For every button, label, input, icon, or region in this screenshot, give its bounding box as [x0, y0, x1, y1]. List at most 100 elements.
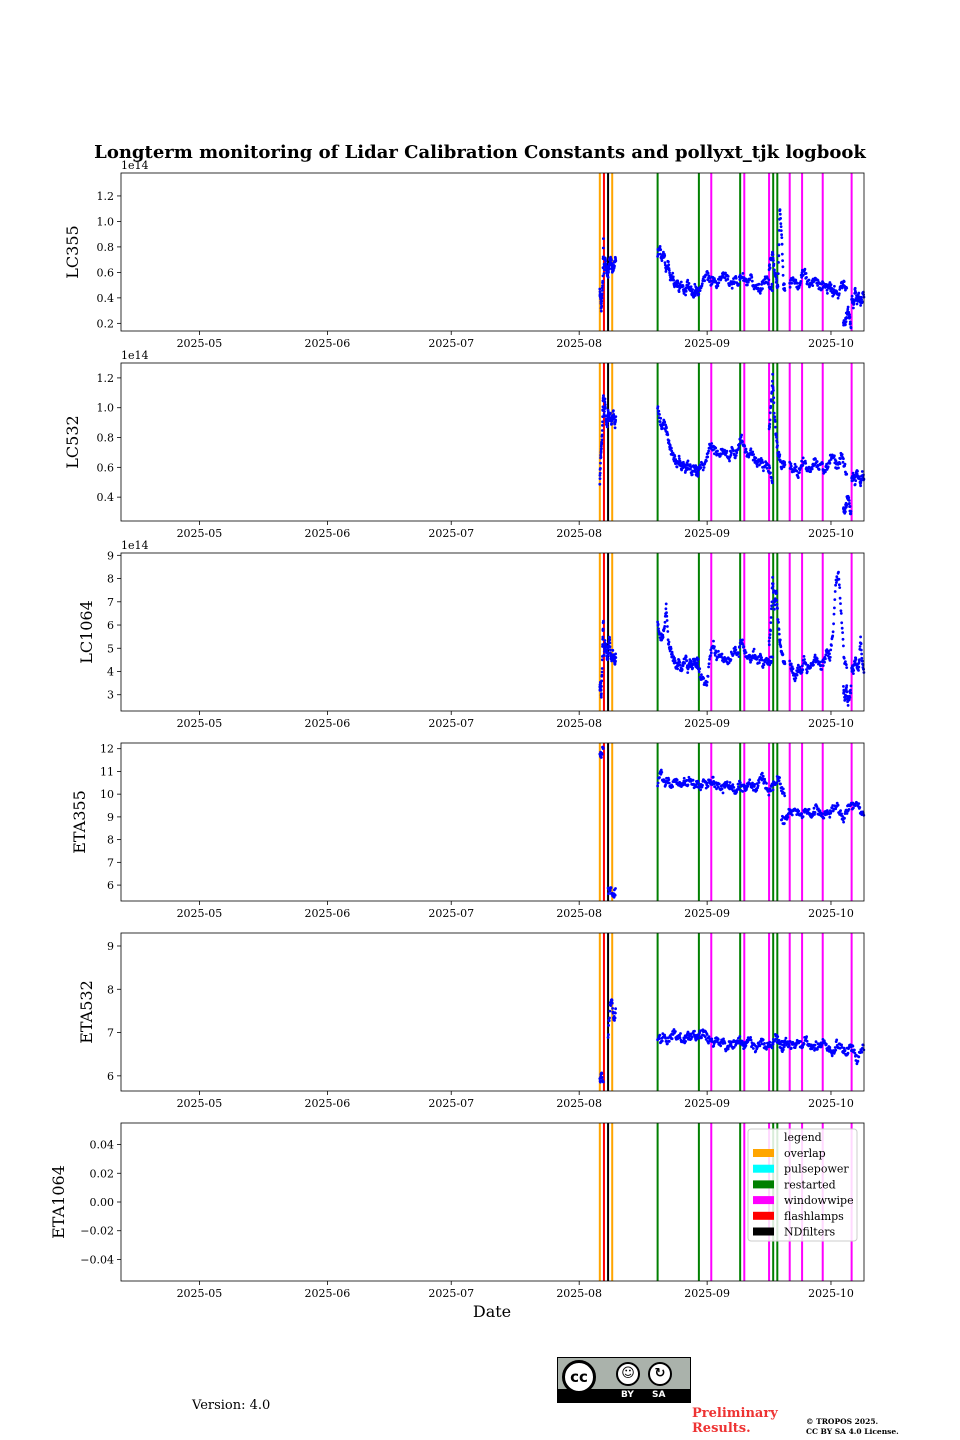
data-point	[834, 1048, 838, 1052]
data-point	[743, 649, 747, 652]
data-point	[738, 1035, 742, 1038]
data-point	[735, 790, 738, 794]
y-axis-label: LC532	[63, 415, 82, 468]
y-tick-label: 1.2	[97, 190, 115, 203]
data-point	[614, 259, 618, 263]
data-point	[686, 1030, 690, 1034]
data-point	[768, 1040, 772, 1044]
data-point	[774, 272, 778, 275]
data-point	[741, 790, 744, 793]
data-point	[762, 469, 765, 473]
data-point	[656, 255, 659, 258]
data-point	[797, 286, 801, 289]
data-point	[840, 626, 844, 630]
data-point	[773, 607, 776, 611]
data-point	[777, 620, 780, 624]
y-offset-label: 1e14	[121, 349, 149, 362]
data-point	[780, 252, 784, 256]
data-point	[837, 292, 841, 295]
data-point	[599, 695, 603, 699]
data-point	[698, 463, 702, 467]
data-point	[662, 423, 665, 426]
panel-lc1064: 3 4 5 6 7 8 9 2025-05 2025-06 2025-07 2025-08 2025-…	[77, 539, 866, 730]
data-point	[841, 460, 845, 464]
data-point	[737, 655, 741, 658]
data-point	[834, 459, 838, 463]
data-point	[844, 510, 847, 514]
data-point	[775, 781, 779, 785]
data-point	[716, 1040, 719, 1044]
data-point	[686, 671, 690, 674]
data-point	[846, 1051, 850, 1055]
data-point	[826, 465, 830, 469]
data-point	[666, 433, 670, 437]
data-point	[706, 784, 710, 788]
x-tick-label: 2025-05	[177, 907, 223, 920]
cc-by-label: BY	[621, 1390, 634, 1400]
data-point	[712, 639, 715, 643]
y-tick-label: 0.8	[97, 241, 115, 254]
data-point	[599, 455, 603, 459]
data-point	[770, 607, 773, 611]
data-point	[678, 1036, 682, 1040]
data-point	[783, 287, 786, 290]
data-point	[765, 466, 769, 470]
data-point	[842, 820, 845, 824]
data-point	[613, 1016, 617, 1020]
legend-swatch-windowwipe	[753, 1196, 774, 1205]
data-point	[668, 271, 671, 275]
data-point	[604, 406, 607, 410]
data-point	[841, 637, 845, 641]
data-point	[600, 438, 604, 442]
data-point	[698, 289, 702, 292]
data-point	[827, 283, 830, 287]
data-point	[800, 812, 804, 816]
data-point	[805, 1039, 809, 1043]
data-point	[773, 415, 777, 419]
data-point	[801, 815, 805, 818]
data-point	[858, 806, 862, 809]
data-point	[727, 1045, 730, 1049]
data-point	[782, 1043, 786, 1047]
data-point	[666, 1042, 669, 1046]
data-point	[666, 638, 670, 642]
data-point	[679, 280, 683, 284]
data-point	[768, 466, 772, 470]
data-point	[678, 660, 682, 664]
data-point	[824, 470, 827, 474]
data-point	[798, 665, 802, 669]
x-axis-label: Date	[473, 1302, 511, 1321]
data-point	[769, 621, 773, 624]
data-point	[837, 570, 840, 574]
data-point	[835, 801, 839, 805]
x-tick-label: 2025-09	[684, 337, 730, 350]
data-point	[733, 645, 737, 649]
data-point	[820, 812, 824, 816]
data-point	[777, 779, 781, 783]
data-point	[823, 660, 826, 664]
data-point	[857, 802, 861, 805]
axes-frame	[120, 172, 865, 332]
y-tick-label: 6	[107, 1070, 114, 1083]
data-point	[606, 1036, 610, 1039]
y-tick-label: 12	[100, 743, 114, 756]
data-point	[832, 622, 835, 626]
y-tick-label: 1.0	[97, 215, 115, 228]
data-point	[765, 1047, 768, 1051]
data-point	[715, 787, 718, 791]
data-point	[834, 583, 837, 587]
data-point	[836, 296, 840, 300]
data-point	[602, 653, 606, 657]
data-point	[705, 1033, 709, 1036]
data-point	[777, 632, 781, 636]
data-point	[771, 1042, 775, 1046]
data-point	[710, 1037, 714, 1041]
data-point	[600, 299, 604, 303]
legend-label-pulsepower: pulsepower	[784, 1163, 849, 1176]
data-point	[601, 1080, 605, 1084]
data-point	[666, 625, 669, 628]
data-point	[770, 655, 774, 659]
data-point	[830, 1054, 834, 1058]
data-point	[686, 278, 690, 282]
x-tick-label: 2025-10	[808, 907, 854, 920]
